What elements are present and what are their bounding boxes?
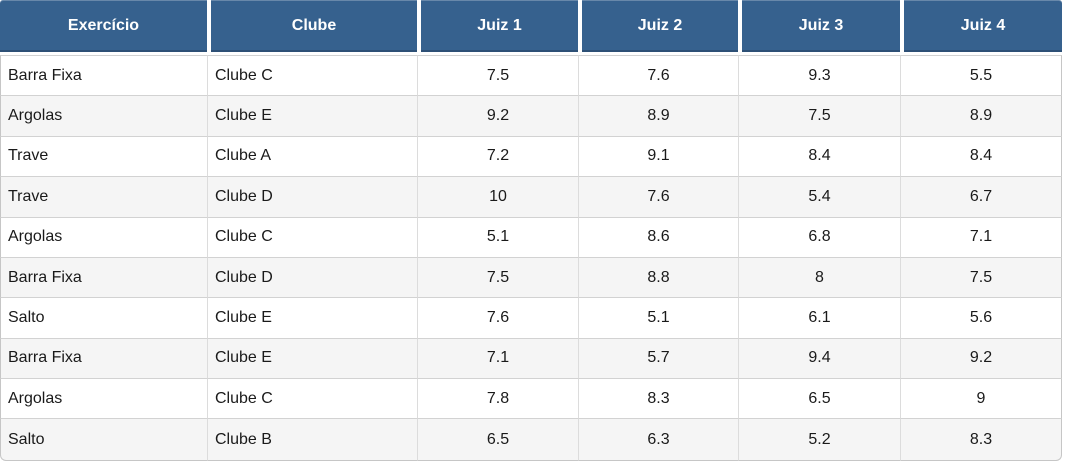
cell-juiz-3: 7.5 <box>738 95 900 136</box>
column-header-juiz-2: Juiz 2 <box>578 0 738 55</box>
cell-juiz-4: 9.2 <box>900 337 1062 378</box>
cell-juiz-3: 6.1 <box>738 297 900 338</box>
cell-juiz-1: 7.5 <box>417 256 578 298</box>
cell-clube: Clube C <box>207 378 417 419</box>
cell-clube: Clube C <box>207 55 417 96</box>
table-row: Argolas Clube C 5.1 8.6 6.8 7.1 <box>0 216 1062 257</box>
cell-juiz-1: 7.2 <box>417 135 578 177</box>
table-row: Barra Fixa Clube D 7.5 8.8 8 7.5 <box>0 256 1062 298</box>
cell-juiz-4: 7.5 <box>900 256 1062 298</box>
header-row: Exercício Clube Juiz 1 Juiz 2 Juiz 3 Juiz 4 <box>0 0 1062 55</box>
cell-exercicio: Salto <box>0 418 207 461</box>
cell-exercicio: Barra Fixa <box>0 337 207 378</box>
cell-exercicio: Barra Fixa <box>0 256 207 298</box>
cell-juiz-4: 7.1 <box>900 216 1062 257</box>
cell-juiz-3: 6.5 <box>738 378 900 419</box>
cell-juiz-4: 8.9 <box>900 95 1062 136</box>
cell-juiz-1: 7.5 <box>417 55 578 96</box>
cell-clube: Clube E <box>207 297 417 338</box>
table-row: Trave Clube D 10 7.6 5.4 6.7 <box>0 176 1062 217</box>
table-row: Salto Clube E 7.6 5.1 6.1 5.6 <box>0 297 1062 338</box>
cell-juiz-4: 6.7 <box>900 176 1062 217</box>
cell-juiz-3: 8 <box>738 256 900 298</box>
table-row: Barra Fixa Clube E 7.1 5.7 9.4 9.2 <box>0 337 1062 378</box>
cell-clube: Clube E <box>207 95 417 136</box>
cell-clube: Clube B <box>207 418 417 461</box>
table-row: Salto Clube B 6.5 6.3 5.2 8.3 <box>0 418 1062 461</box>
cell-clube: Clube C <box>207 216 417 257</box>
cell-exercicio: Trave <box>0 135 207 177</box>
cell-exercicio: Argolas <box>0 378 207 419</box>
cell-clube: Clube D <box>207 256 417 298</box>
table-row: Argolas Clube C 7.8 8.3 6.5 9 <box>0 378 1062 419</box>
column-header-juiz-3: Juiz 3 <box>738 0 900 55</box>
column-header-clube: Clube <box>207 0 417 55</box>
cell-juiz-2: 5.1 <box>578 297 738 338</box>
table-body: Barra Fixa Clube C 7.5 7.6 9.3 5.5 Argolas Club… <box>0 55 1062 461</box>
column-header-exercicio: Exercício <box>0 0 207 55</box>
cell-juiz-3: 6.8 <box>738 216 900 257</box>
cell-juiz-2: 8.6 <box>578 216 738 257</box>
cell-juiz-1: 9.2 <box>417 95 578 136</box>
cell-exercicio: Barra Fixa <box>0 55 207 96</box>
column-header-juiz-4: Juiz 4 <box>900 0 1062 55</box>
cell-juiz-4: 5.6 <box>900 297 1062 338</box>
cell-exercicio: Trave <box>0 176 207 217</box>
cell-juiz-3: 5.2 <box>738 418 900 461</box>
cell-juiz-1: 7.1 <box>417 337 578 378</box>
column-header-juiz-1: Juiz 1 <box>417 0 578 55</box>
cell-juiz-3: 8.4 <box>738 135 900 177</box>
cell-clube: Clube A <box>207 135 417 177</box>
cell-juiz-3: 9.4 <box>738 337 900 378</box>
cell-juiz-2: 9.1 <box>578 135 738 177</box>
cell-juiz-1: 7.6 <box>417 297 578 338</box>
cell-juiz-2: 8.9 <box>578 95 738 136</box>
cell-juiz-4: 9 <box>900 378 1062 419</box>
cell-juiz-4: 5.5 <box>900 55 1062 96</box>
cell-juiz-2: 7.6 <box>578 176 738 217</box>
cell-juiz-2: 7.6 <box>578 55 738 96</box>
cell-juiz-1: 7.8 <box>417 378 578 419</box>
cell-juiz-2: 8.8 <box>578 256 738 298</box>
cell-juiz-2: 6.3 <box>578 418 738 461</box>
cell-exercicio: Salto <box>0 297 207 338</box>
cell-juiz-2: 8.3 <box>578 378 738 419</box>
table-row: Barra Fixa Clube C 7.5 7.6 9.3 5.5 <box>0 55 1062 96</box>
cell-clube: Clube D <box>207 176 417 217</box>
cell-juiz-1: 10 <box>417 176 578 217</box>
cell-juiz-3: 5.4 <box>738 176 900 217</box>
cell-juiz-4: 8.3 <box>900 418 1062 461</box>
cell-clube: Clube E <box>207 337 417 378</box>
cell-juiz-2: 5.7 <box>578 337 738 378</box>
cell-juiz-1: 6.5 <box>417 418 578 461</box>
cell-exercicio: Argolas <box>0 216 207 257</box>
cell-juiz-1: 5.1 <box>417 216 578 257</box>
cell-juiz-4: 8.4 <box>900 135 1062 177</box>
cell-exercicio: Argolas <box>0 95 207 136</box>
table-row: Trave Clube A 7.2 9.1 8.4 8.4 <box>0 135 1062 177</box>
table-row: Argolas Clube E 9.2 8.9 7.5 8.9 <box>0 95 1062 136</box>
cell-juiz-3: 9.3 <box>738 55 900 96</box>
